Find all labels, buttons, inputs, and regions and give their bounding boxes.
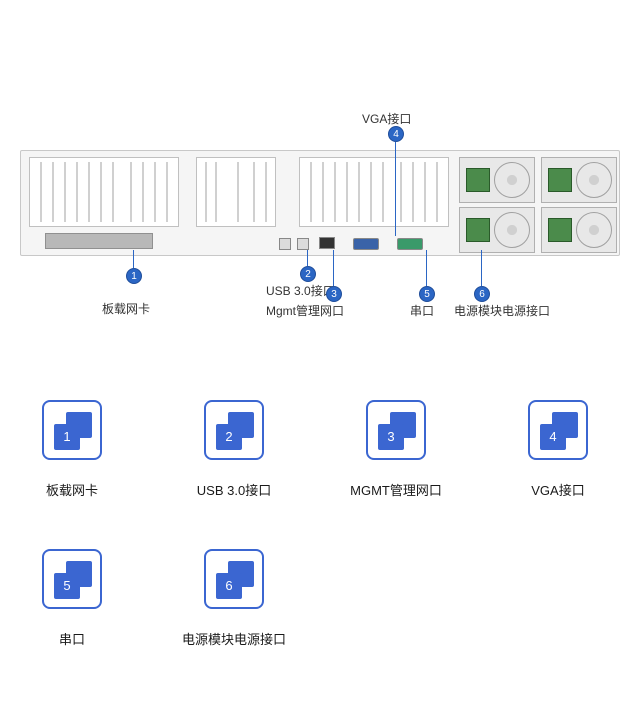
serial-port <box>397 238 423 250</box>
legend-icon-2: 2 <box>204 400 264 460</box>
legend-label-6: 电源模块电源接口 <box>182 629 286 648</box>
legend-icon-6: 6 <box>204 549 264 609</box>
psu-2 <box>541 157 617 203</box>
legend-icon-4: 4 <box>528 400 588 460</box>
callout-label-4-top: VGA接口 <box>362 110 411 127</box>
expansion-slots-right <box>299 157 449 227</box>
legend-label-5: 串口 <box>59 629 85 648</box>
legend-item-6: 6 电源模块电源接口 <box>194 549 274 648</box>
legend: 1 板载网卡 2 USB 3.0接口 3 MGMT管理网口 4 VGA接口 <box>32 400 608 698</box>
legend-number-1: 1 <box>54 424 80 450</box>
psu-4-fan <box>576 212 612 248</box>
callout-marker-4: 4 <box>388 126 404 142</box>
callout-line-4 <box>395 142 396 236</box>
callout-line-5 <box>426 250 427 286</box>
legend-icon-3: 3 <box>366 400 426 460</box>
psu-3-socket <box>466 218 490 242</box>
callout-line-6 <box>481 250 482 286</box>
callout-label-2: USB 3.0接口 <box>266 282 335 299</box>
server-rear-diagram: VGA接口 <box>20 110 620 340</box>
usb-port-1 <box>279 238 291 250</box>
legend-item-5: 5 串口 <box>32 549 112 648</box>
legend-icon-1: 1 <box>42 400 102 460</box>
legend-label-1: 板载网卡 <box>46 480 98 499</box>
onboard-nic-card <box>45 233 153 249</box>
legend-row-1: 1 板载网卡 2 USB 3.0接口 3 MGMT管理网口 4 VGA接口 <box>32 400 608 499</box>
callout-marker-1: 1 <box>126 268 142 284</box>
psu-4-socket <box>548 218 572 242</box>
vga-port <box>353 238 379 250</box>
server-panel <box>20 150 620 256</box>
legend-icon-5: 5 <box>42 549 102 609</box>
callout-line-1 <box>133 250 134 268</box>
legend-number-5: 5 <box>54 573 80 599</box>
legend-item-1: 1 板载网卡 <box>32 400 112 499</box>
psu-2-fan <box>576 162 612 198</box>
callout-label-6: 电源模块电源接口 <box>454 302 550 319</box>
psu-1-socket <box>466 168 490 192</box>
legend-item-3: 3 MGMT管理网口 <box>356 400 436 499</box>
legend-label-2: USB 3.0接口 <box>197 480 271 499</box>
callout-label-3: Mgmt管理网口 <box>266 302 344 319</box>
legend-label-4: VGA接口 <box>531 480 584 499</box>
callout-label-5: 串口 <box>410 302 434 319</box>
psu-2-socket <box>548 168 572 192</box>
callout-marker-6: 6 <box>474 286 490 302</box>
expansion-slots-left <box>29 157 179 227</box>
legend-item-2: 2 USB 3.0接口 <box>194 400 274 499</box>
center-module <box>196 157 276 227</box>
legend-item-4: 4 VGA接口 <box>518 400 598 499</box>
psu-4 <box>541 207 617 253</box>
legend-row-2: 5 串口 6 电源模块电源接口 <box>32 549 608 648</box>
psu-3 <box>459 207 535 253</box>
psu-1 <box>459 157 535 203</box>
legend-number-4: 4 <box>540 424 566 450</box>
callout-marker-3: 3 <box>326 286 342 302</box>
callout-marker-2: 2 <box>300 266 316 282</box>
mgmt-ethernet-port <box>319 237 335 249</box>
legend-label-3: MGMT管理网口 <box>350 480 442 499</box>
callout-line-2 <box>307 250 308 266</box>
callout-marker-5: 5 <box>419 286 435 302</box>
usb-port-2 <box>297 238 309 250</box>
legend-number-6: 6 <box>216 573 242 599</box>
psu-3-fan <box>494 212 530 248</box>
legend-number-2: 2 <box>216 424 242 450</box>
legend-number-3: 3 <box>378 424 404 450</box>
psu-1-fan <box>494 162 530 198</box>
callout-label-1: 板载网卡 <box>102 300 150 317</box>
callout-line-3 <box>333 250 334 286</box>
